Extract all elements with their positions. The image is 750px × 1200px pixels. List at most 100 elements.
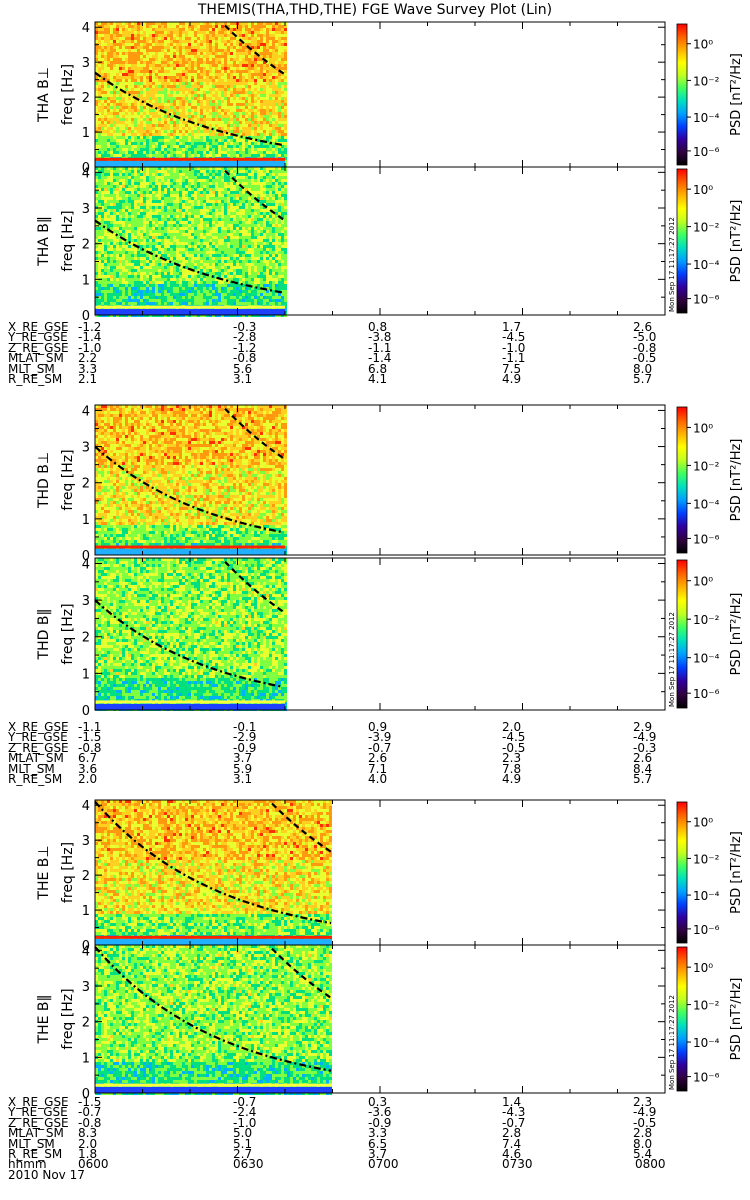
spectrogram-cell [119,242,122,245]
spectrogram-cell [185,287,188,290]
spectrogram-cell [125,185,128,188]
spectrogram-cell [152,194,155,197]
spectrogram-cell [224,91,227,94]
spectrogram-cell [173,242,176,245]
spectrogram-cell [152,233,155,236]
spectrogram-cell [104,254,107,257]
spectrogram-cell [149,290,152,293]
spectrogram-cell [251,25,254,28]
spectrogram-cell [110,106,113,109]
spectrogram-cell [212,109,215,112]
spectrogram-cell [212,34,215,37]
spectrogram-cell [131,251,134,254]
spectrogram-cell [164,227,167,230]
spectrogram-cell [272,88,275,91]
spectrogram-cell [248,79,251,82]
spectrogram-cell [188,94,191,97]
spectrogram-cell [281,55,284,58]
spectrogram-cell [200,154,203,157]
spectrogram-cell [176,79,179,82]
spectrogram-cell [146,221,149,224]
spectrogram-cell [182,28,185,31]
spectrogram-cell [269,124,272,127]
spectrogram-cell [245,115,248,118]
spectrogram-cell [131,224,134,227]
spectrogram-cell [125,260,128,263]
spectrogram-cell [281,97,284,100]
spectrogram-cell [119,173,122,176]
spectrogram-cell [275,37,278,40]
spectrogram-cell [128,236,131,239]
spectrogram-cell [167,70,170,73]
spectrogram-cell [242,109,245,112]
spectrogram-cell [203,100,206,103]
spectrogram-cell [170,82,173,85]
spectrogram-cell [251,103,254,106]
spectrogram-cell [284,40,287,43]
spectrogram-cell [281,130,284,133]
spectrogram-cell [275,151,278,154]
spectrogram-cell [236,103,239,106]
spectrogram-cell [158,263,161,266]
spectrogram-cell [101,245,104,248]
spectrogram-cell [146,203,149,206]
spectrogram-cell [164,188,167,191]
spectrogram-cell [197,94,200,97]
spectrogram-cell [116,296,119,299]
spectrogram-cell [236,76,239,79]
spectrogram-cell [152,85,155,88]
spectrogram-cell [272,151,275,154]
spectrogram-cell [110,284,113,287]
spectrogram-cell [215,97,218,100]
spectrogram-cell [140,121,143,124]
spectrogram-cell [98,85,101,88]
spectrogram-cell [104,70,107,73]
spectrogram-cell [173,179,176,182]
spectrogram-cell [221,67,224,70]
spectrogram-cell [155,34,158,37]
spectrogram-cell [101,176,104,179]
spectrogram-cell [257,106,260,109]
spectrogram-cell [158,182,161,185]
spectrogram-cell [101,40,104,43]
spectrogram-cell [113,145,116,148]
spectrogram-cell [185,112,188,115]
spectrogram-cell [257,61,260,64]
spectrogram-cell [254,25,257,28]
spectrogram-cell [170,130,173,133]
spectrogram-cell [119,106,122,109]
spectrogram-cell [134,76,137,79]
spectrogram-cell [170,52,173,55]
spectrogram-cell [197,91,200,94]
spectrogram-cell [143,221,146,224]
spectrogram-cell [173,239,176,242]
spectrogram-cell [176,88,179,91]
spectrogram-cell [269,49,272,52]
spectrogram-cell [269,61,272,64]
spectrogram-cell [203,91,206,94]
spectrogram-cell [263,37,266,40]
spectrogram-cell [101,185,104,188]
spectrogram-cell [170,61,173,64]
spectrogram-cell [206,85,209,88]
spectrogram-cell [104,85,107,88]
spectrogram-cell [104,266,107,269]
spectrogram-cell [98,269,101,272]
spectrogram-cell [203,61,206,64]
spectrogram-cell [197,115,200,118]
spectrogram-cell [191,76,194,79]
spectrogram-cell [152,31,155,34]
spectrogram-cell [218,49,221,52]
spectrogram-cell [173,284,176,287]
spectrogram-cell [284,109,287,112]
spectrogram-cell [200,148,203,151]
spectrogram-cell [107,239,110,242]
spectrogram-cell [218,76,221,79]
spectrogram-cell [254,106,257,109]
spectrogram-cell [218,67,221,70]
spectrogram-cell [140,103,143,106]
spectrogram-cell [125,302,128,305]
spectrogram-cell [209,37,212,40]
spectrogram-cell [170,185,173,188]
spectrogram-cell [104,49,107,52]
